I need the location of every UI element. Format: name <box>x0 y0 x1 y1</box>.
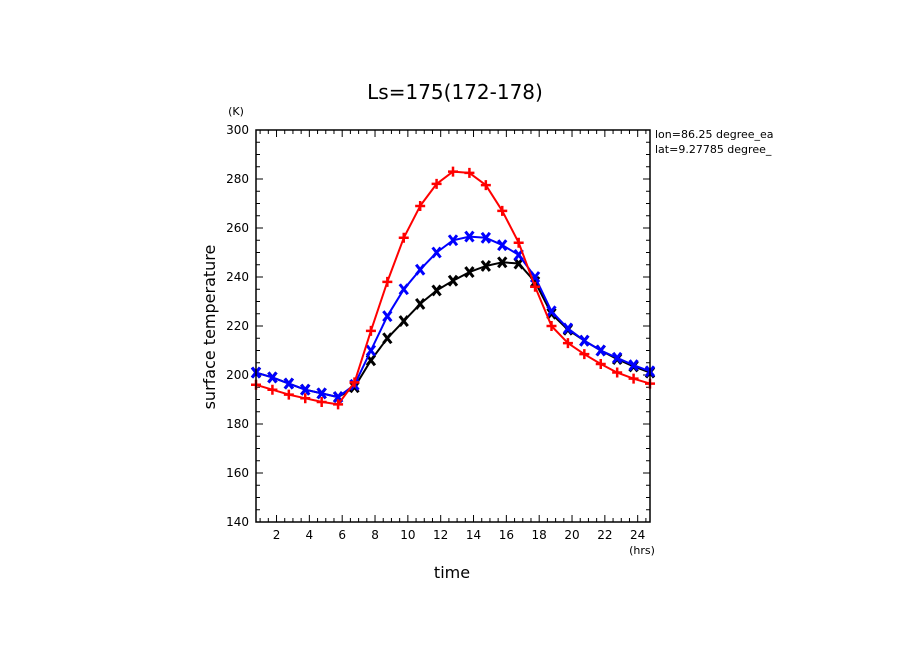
y-tick-label: 140 <box>226 515 249 529</box>
data-point <box>595 358 606 369</box>
data-point <box>480 260 492 272</box>
x-tick-label: 2 <box>273 528 281 542</box>
data-point <box>267 371 278 384</box>
data-point <box>431 284 442 297</box>
data-point <box>349 377 360 388</box>
data-point <box>480 180 491 191</box>
y-tick-label: 200 <box>226 368 249 382</box>
data-point <box>480 231 492 244</box>
data-point <box>316 387 327 400</box>
y-tick-label: 220 <box>226 319 249 333</box>
data-point <box>513 237 524 248</box>
x-unit-label: (hrs) <box>629 544 655 557</box>
x-tick-label: 24 <box>630 528 645 542</box>
data-point <box>431 246 442 259</box>
x-tick-label: 12 <box>433 528 448 542</box>
data-point <box>530 281 541 292</box>
annotation-lat: lat=9.27785 degree_ <box>655 143 772 156</box>
data-point <box>431 178 442 189</box>
data-point <box>365 325 376 336</box>
data-point <box>365 344 377 357</box>
y-tick-label: 260 <box>226 221 249 235</box>
x-tick-label: 18 <box>532 528 547 542</box>
x-tick-label: 16 <box>499 528 514 542</box>
data-point <box>333 399 344 410</box>
data-point <box>612 367 623 378</box>
data-point <box>415 200 426 211</box>
x-tick-label: 4 <box>306 528 314 542</box>
y-tick-label: 180 <box>226 417 249 431</box>
series-layer <box>250 166 656 410</box>
y-tick-label: 300 <box>226 123 249 137</box>
data-point <box>595 344 606 357</box>
x-tick-label: 6 <box>338 528 346 542</box>
annotation-lon: lon=86.25 degree_ea <box>655 128 774 141</box>
data-point <box>464 167 475 178</box>
series-0 <box>251 166 655 410</box>
data-point <box>382 332 393 345</box>
x-tick-label: 22 <box>597 528 612 542</box>
x-tick-label: 8 <box>371 528 379 542</box>
x-tick-label: 20 <box>564 528 579 542</box>
data-point <box>628 373 639 384</box>
x-tick-label: 14 <box>466 528 481 542</box>
data-point <box>464 230 475 243</box>
data-point <box>316 396 327 407</box>
data-point <box>382 310 393 323</box>
data-point <box>267 384 278 395</box>
data-point <box>464 266 475 279</box>
series-line <box>255 170 651 406</box>
series-line <box>255 235 651 399</box>
data-point <box>562 322 574 335</box>
series-2 <box>250 256 656 403</box>
data-point <box>628 359 639 372</box>
data-point <box>611 351 623 364</box>
data-point <box>579 349 590 360</box>
data-point <box>546 321 557 331</box>
y-tick-label: 240 <box>226 270 249 284</box>
data-point <box>283 389 294 400</box>
data-point <box>497 239 508 252</box>
data-point <box>448 166 458 177</box>
data-point <box>497 205 508 216</box>
y-axis-title: surface temperature <box>200 245 219 410</box>
data-point <box>398 315 409 328</box>
data-point <box>546 305 557 318</box>
series-1 <box>250 230 656 403</box>
y-tick-label: 160 <box>226 466 249 480</box>
data-point <box>447 234 459 247</box>
data-point <box>414 263 426 276</box>
chart-title: Ls=175(172-178) <box>367 80 543 104</box>
x-axis-title: time <box>434 563 470 582</box>
data-point <box>497 256 508 269</box>
y-tick-label: 280 <box>226 172 249 186</box>
data-point <box>447 274 459 287</box>
x-tick-label: 10 <box>400 528 415 542</box>
data-point <box>562 338 573 349</box>
data-point <box>414 298 426 310</box>
y-unit-label: (K) <box>228 105 244 118</box>
data-point <box>398 283 409 296</box>
plot-area-frame <box>255 129 651 523</box>
data-point <box>283 377 295 390</box>
data-point <box>300 383 311 396</box>
data-point <box>579 334 590 347</box>
data-point <box>300 393 311 404</box>
data-point <box>382 276 393 287</box>
data-point <box>398 232 409 243</box>
